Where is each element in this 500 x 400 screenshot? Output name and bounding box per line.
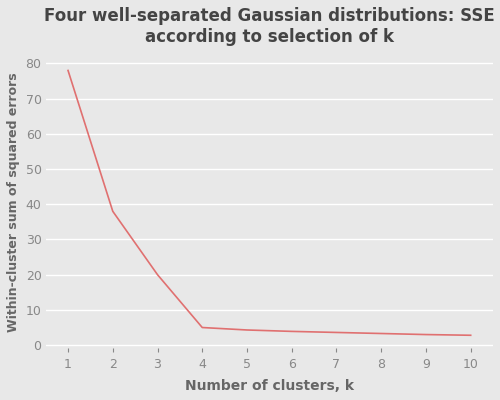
X-axis label: Number of clusters, k: Number of clusters, k <box>185 379 354 393</box>
Y-axis label: Within-cluster sum of squared errors: Within-cluster sum of squared errors <box>7 73 20 332</box>
Title: Four well-separated Gaussian distributions: SSE
according to selection of k: Four well-separated Gaussian distributio… <box>44 7 494 46</box>
